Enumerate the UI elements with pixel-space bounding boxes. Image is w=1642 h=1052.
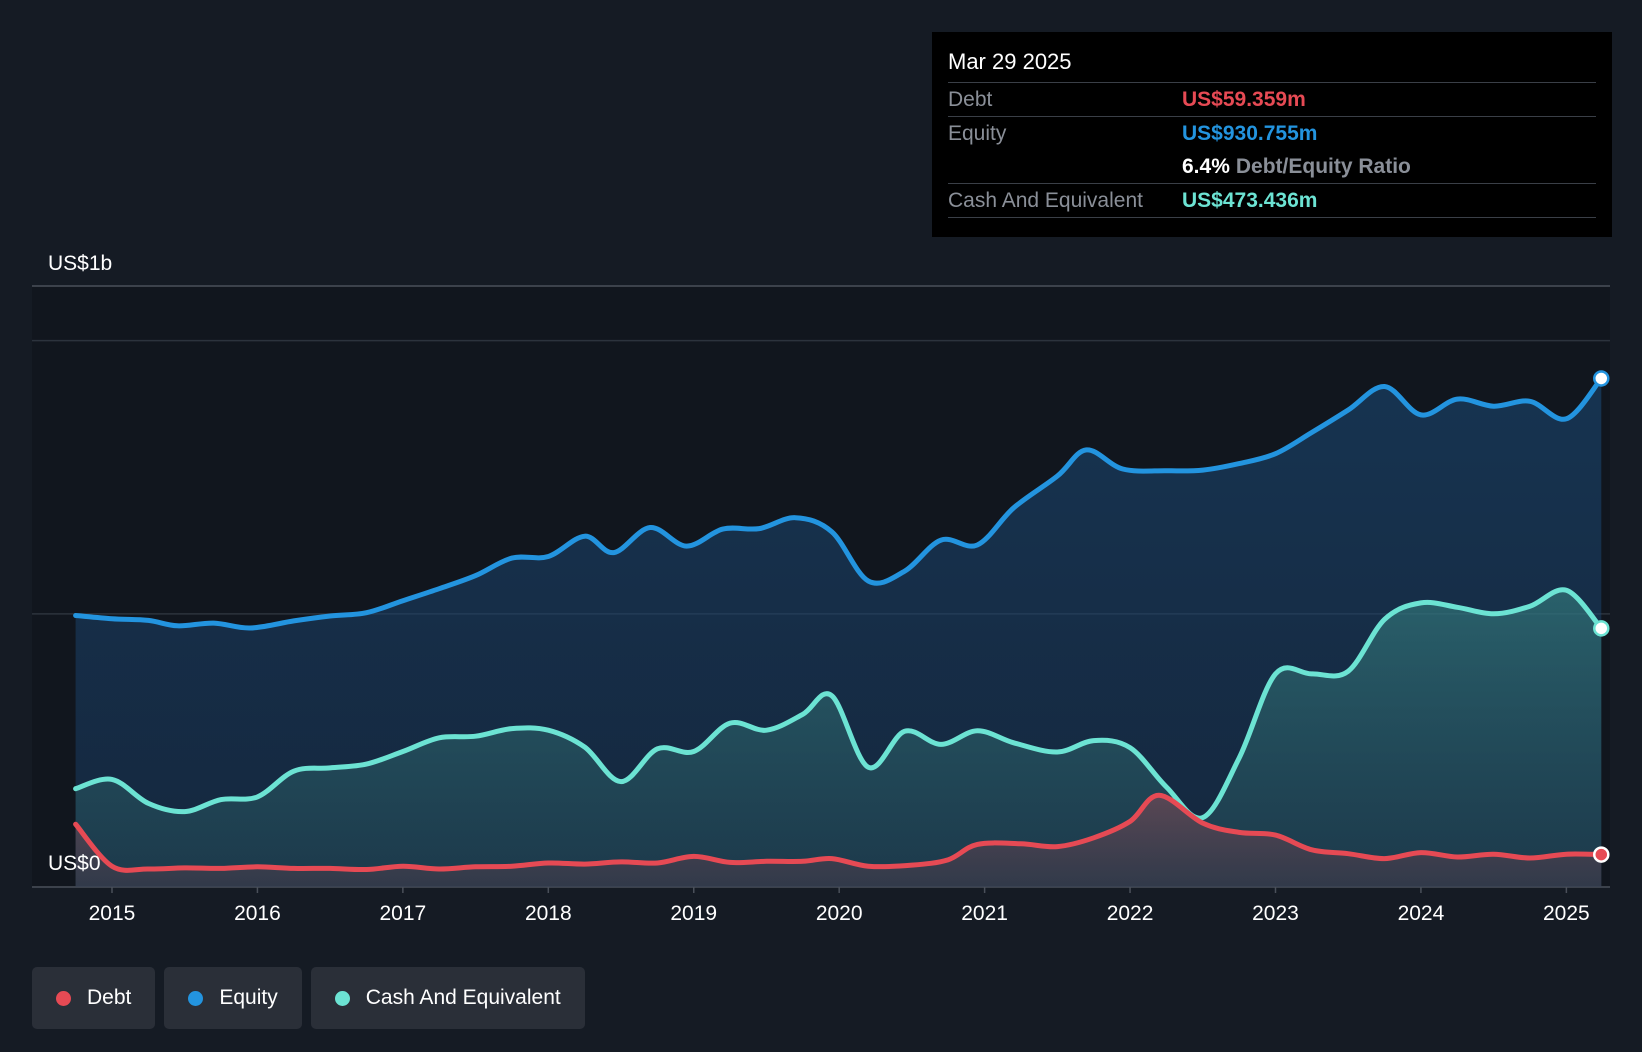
legend-cash-dot-icon [334,990,350,1006]
legend-equity-label: Equity [219,986,278,1009]
chart-legend: Debt Equity Cash And Equivalent [32,967,585,1029]
tooltip-debt-label: Debt [948,88,993,111]
x-tick-label-2025: 2025 [1543,902,1590,925]
debt-endpoint-marker[interactable] [1593,846,1610,863]
x-tick-label-2024: 2024 [1398,902,1445,925]
x-tick-label-2023: 2023 [1252,902,1299,925]
x-tick-label-2016: 2016 [234,902,281,925]
x-tick-label-2020: 2020 [816,902,863,925]
legend-cash-label: Cash And Equivalent [365,986,561,1009]
legend-debt-label: Debt [87,986,132,1009]
debt-area [75,795,1602,887]
debt-line [73,792,1604,873]
legend-item-debt[interactable]: Debt [32,967,156,1029]
legend-item-cash[interactable]: Cash And Equivalent [310,967,585,1029]
x-tick-label-2017: 2017 [380,902,427,925]
cash-endpoint-marker[interactable] [1593,620,1610,637]
equity-line [73,376,1604,631]
tooltip-cash-row: Cash And Equivalent US$473.436m [948,184,1596,218]
tooltip-equity-row: Equity US$930.755m [948,117,1596,150]
tooltip-ratio-label: Debt/Equity Ratio [1235,155,1411,178]
tooltip-debt-value: US$59.359m [1182,88,1306,111]
tooltip-debt-row: Debt US$59.359m [948,83,1596,117]
data-tooltip: Mar 29 2025 Debt US$59.359m Equity US$93… [932,32,1612,237]
tooltip-ratio-value: 6.4% [1182,155,1230,178]
tooltip-equity-value: US$930.755m [1182,122,1318,145]
tooltip-date: Mar 29 2025 [948,46,1596,83]
cash-area [75,589,1602,887]
x-tick-label-2015: 2015 [89,902,136,925]
tooltip-cash-value: US$473.436m [1182,189,1318,212]
tooltip-ratio-row: 6.4% Debt/Equity Ratio [948,150,1596,184]
legend-item-equity[interactable]: Equity [164,967,302,1029]
tooltip-cash-label: Cash And Equivalent [948,189,1143,212]
legend-equity-dot-icon [188,990,204,1006]
x-tick-label-2019: 2019 [670,902,717,925]
y-axis-bottom-label: US$0 [48,852,101,875]
x-tick-label-2018: 2018 [525,902,572,925]
x-tick-label-2022: 2022 [1107,902,1154,925]
y-axis-top-label: US$1b [48,252,112,275]
x-tick-label-2021: 2021 [961,902,1008,925]
cash-line [73,587,1604,821]
legend-debt-dot-icon [56,990,71,1006]
tooltip-equity-label: Equity [948,122,1007,145]
equity-endpoint-marker[interactable] [1593,370,1610,387]
